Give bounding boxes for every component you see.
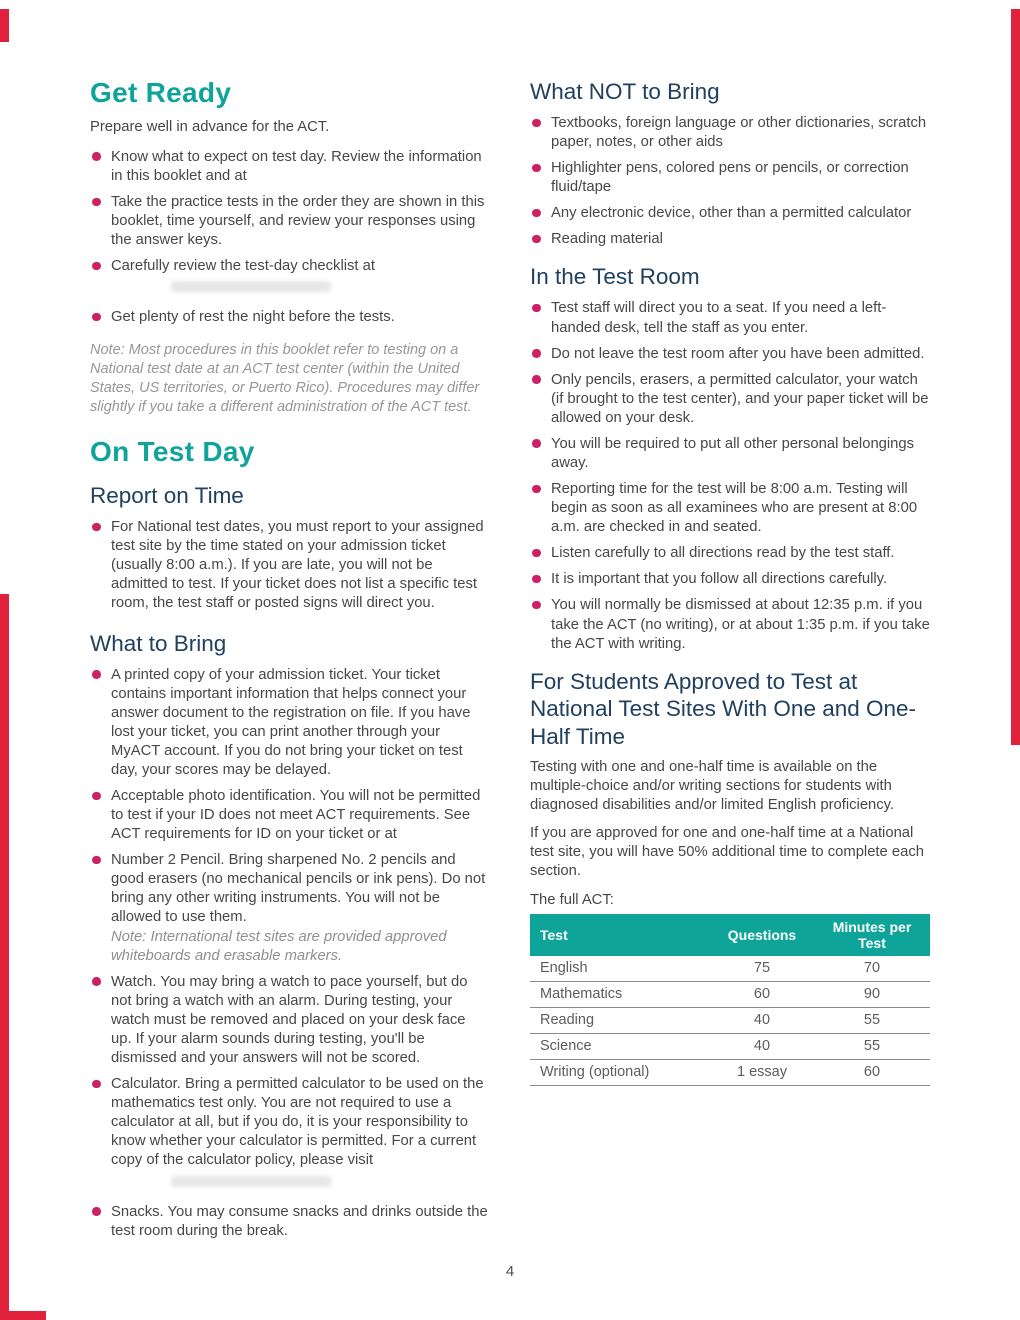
table-header-cell: Test [530,913,710,956]
redacted-url [171,1175,331,1187]
section-on-test-day: On Test Day Report on Time For National … [90,437,490,1240]
bullet-item: Carefully review the test-day checklist … [90,257,490,293]
table-cell: 40 [710,1007,814,1034]
bullet-item: A printed copy of your admission ticket.… [90,666,490,780]
heading-what-to-bring: What to Bring [90,630,227,656]
bullet-item: Calculator. Bring a permitted calculator… [90,1075,490,1187]
table-cell: 60 [710,981,814,1008]
left-column: Get Ready Prepare well in advance for th… [90,77,490,1254]
report-on-time-bullet-list: For National test dates, you must report… [90,518,490,613]
right-column: What NOT to Bring Textbooks, foreign lan… [530,78,930,1086]
bullet-item: Test staff will direct you to a seat. If… [530,299,930,337]
heading-report-on-time: Report on Time [90,483,244,509]
get-ready-bullet-list: Know what to expect on test day. Review … [90,148,490,328]
in-the-test-room-bullet-list: Test staff will direct you to a seat. If… [530,299,930,653]
section-get-ready: Get Ready Prepare well in advance for th… [90,77,490,417]
table-cell: 90 [814,981,930,1008]
section-in-the-test-room: In the Test Room Test staff will direct … [530,263,930,653]
bullet-item: Acceptable photo identification. You wil… [90,787,490,844]
heading-get-ready: Get Ready [90,77,232,108]
table-row: English 75 70 [530,955,930,982]
bullet-item: You will normally be dismissed at about … [530,596,930,653]
bullet-item: Reporting time for the test will be 8:00… [530,480,930,537]
page-border-right [1011,9,1020,745]
bullet-item: Snacks. You may consume snacks and drink… [90,1203,490,1241]
table-cell: English [530,955,710,982]
bullet-item: You will be required to put all other pe… [530,435,930,473]
bullet-item: Any electronic device, other than a perm… [530,204,930,223]
table-cell: 60 [814,1059,930,1086]
table-row: Writing (optional) 1 essay 60 [530,1059,930,1086]
section-what-not-to-bring: What NOT to Bring Textbooks, foreign lan… [530,78,930,249]
table-cell: 1 essay [710,1059,814,1086]
what-not-to-bring-bullet-list: Textbooks, foreign language or other dic… [530,114,930,249]
table-cell: Reading [530,1007,710,1034]
heading-on-test-day: On Test Day [90,436,255,468]
bullet-item: Textbooks, foreign language or other dic… [530,114,930,152]
table-header-row: Test Questions Minutes per Test [530,913,930,956]
table-cell: Writing (optional) [530,1059,710,1086]
table-header-cell: Questions [710,913,814,956]
page-border-bottom-stub [0,1311,46,1320]
table-cell: 55 [814,1033,930,1060]
one-half-time-paragraph-2: If you are approved for one and one-half… [530,825,924,880]
bullet-subnote: Note: International test sites are provi… [111,928,447,964]
bullet-item: Get plenty of rest the night before the … [90,308,490,327]
table-row: Science 40 55 [530,1033,930,1060]
bullet-item: Take the practice tests in the order the… [90,193,490,250]
page-number: 4 [505,1263,515,1280]
full-act-table-head: Test Questions Minutes per Test [530,913,930,956]
table-row: Reading 40 55 [530,1007,930,1034]
table-cell: 40 [710,1033,814,1060]
table-header-cell: Minutes per Test [814,913,930,956]
redacted-url [171,281,331,293]
bullet-item: Do not leave the test room after you hav… [530,345,930,364]
page-border-left [0,594,9,1320]
heading-one-half-time: For Students Approved to Test at Nationa… [530,668,917,749]
bullet-item: Listen carefully to all directions read … [530,544,930,563]
table-row: Mathematics 60 90 [530,981,930,1008]
bullet-item: Only pencils, erasers, a permitted calcu… [530,371,930,428]
bullet-item: Reading material [530,230,930,249]
table-cell: 55 [814,1007,930,1034]
full-act-table-body: English 75 70 Mathematics 60 90 Reading 40 55 Sci… [530,955,930,1086]
bullet-item: Know what to expect on test day. Review … [90,148,490,186]
bullet-item: Number 2 Pencil. Bring sharpened No. 2 p… [90,851,490,965]
section-one-half-time: For Students Approved to Test at Nationa… [530,668,930,1086]
bullet-item: Watch. You may bring a watch to pace you… [90,973,490,1068]
bullet-item: Highlighter pens, colored pens or pencil… [530,159,930,197]
table-cell: Mathematics [530,981,710,1008]
table-cell: 75 [710,955,814,982]
get-ready-intro: Prepare well in advance for the ACT. [90,118,330,135]
table-cell: Science [530,1033,710,1060]
full-act-table: Test Questions Minutes per Test English 75 7… [530,913,930,1086]
bullet-item: For National test dates, you must report… [90,518,490,613]
page-border-top-left [0,9,9,42]
table-intro: The full ACT: [530,891,614,908]
heading-in-the-test-room: In the Test Room [530,264,700,290]
heading-what-not-to-bring: What NOT to Bring [530,79,720,104]
table-cell: 70 [814,955,930,982]
bullet-item: It is important that you follow all dire… [530,570,930,589]
get-ready-note: Note: Most procedures in this booklet re… [90,342,480,416]
what-to-bring-bullet-list: A printed copy of your admission ticket.… [90,666,490,1241]
one-half-time-paragraph-1: Testing with one and one-half time is av… [530,759,895,814]
